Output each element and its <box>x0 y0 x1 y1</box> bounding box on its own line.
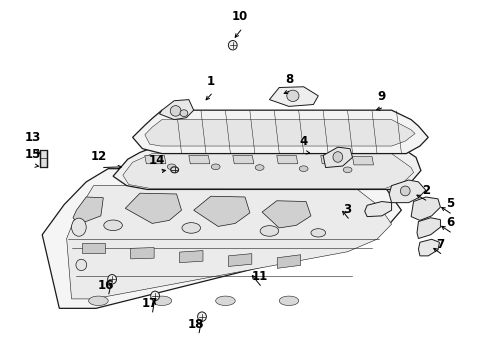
Ellipse shape <box>343 167 352 173</box>
Ellipse shape <box>167 164 176 170</box>
Ellipse shape <box>287 90 299 102</box>
Polygon shape <box>277 156 298 164</box>
Text: 15: 15 <box>24 148 41 161</box>
Ellipse shape <box>171 167 178 173</box>
Ellipse shape <box>333 152 343 162</box>
Polygon shape <box>321 156 342 164</box>
Polygon shape <box>233 156 254 164</box>
Polygon shape <box>40 150 47 167</box>
Text: 10: 10 <box>232 10 248 23</box>
Polygon shape <box>113 144 421 189</box>
Ellipse shape <box>151 291 159 301</box>
Polygon shape <box>194 196 250 226</box>
Polygon shape <box>82 243 105 253</box>
Text: 13: 13 <box>24 131 41 144</box>
Text: 5: 5 <box>446 197 454 210</box>
Ellipse shape <box>260 226 279 236</box>
Polygon shape <box>418 239 440 256</box>
Text: 11: 11 <box>251 270 268 283</box>
Polygon shape <box>67 186 392 299</box>
Polygon shape <box>131 248 154 259</box>
Polygon shape <box>73 197 103 224</box>
Text: 14: 14 <box>149 154 165 167</box>
Ellipse shape <box>216 296 235 306</box>
Ellipse shape <box>104 220 122 231</box>
Polygon shape <box>179 251 203 263</box>
Ellipse shape <box>255 165 264 170</box>
Text: 17: 17 <box>142 297 158 310</box>
Ellipse shape <box>400 186 410 196</box>
Ellipse shape <box>299 166 308 171</box>
Ellipse shape <box>279 296 299 306</box>
Polygon shape <box>228 253 252 266</box>
Polygon shape <box>389 180 426 203</box>
Ellipse shape <box>170 105 181 116</box>
Ellipse shape <box>72 218 86 236</box>
Polygon shape <box>133 110 428 154</box>
Polygon shape <box>277 255 301 268</box>
Text: 4: 4 <box>299 135 308 148</box>
Polygon shape <box>159 100 194 120</box>
Ellipse shape <box>180 110 188 117</box>
Text: 6: 6 <box>446 216 454 229</box>
Polygon shape <box>42 169 401 309</box>
Polygon shape <box>145 120 415 146</box>
Text: 1: 1 <box>207 75 215 87</box>
Polygon shape <box>123 154 414 189</box>
Text: 18: 18 <box>188 318 204 331</box>
Ellipse shape <box>76 259 87 271</box>
Polygon shape <box>417 218 441 239</box>
Polygon shape <box>323 147 352 167</box>
Polygon shape <box>145 156 166 164</box>
Ellipse shape <box>152 296 171 306</box>
Polygon shape <box>365 202 392 217</box>
Polygon shape <box>352 157 373 165</box>
Polygon shape <box>125 193 181 224</box>
Polygon shape <box>411 197 441 220</box>
Ellipse shape <box>311 229 326 237</box>
Text: 7: 7 <box>437 238 444 251</box>
Polygon shape <box>262 201 311 228</box>
Text: 12: 12 <box>90 150 106 163</box>
Text: 8: 8 <box>285 73 293 86</box>
Ellipse shape <box>228 41 237 50</box>
Polygon shape <box>270 87 318 107</box>
Text: 9: 9 <box>378 90 386 103</box>
Ellipse shape <box>108 275 117 284</box>
Polygon shape <box>189 156 210 164</box>
Ellipse shape <box>89 296 108 306</box>
Ellipse shape <box>182 222 200 233</box>
Text: 2: 2 <box>422 184 430 197</box>
Text: 3: 3 <box>343 203 352 216</box>
Text: 16: 16 <box>98 279 114 292</box>
Ellipse shape <box>197 312 206 321</box>
Ellipse shape <box>211 164 220 170</box>
